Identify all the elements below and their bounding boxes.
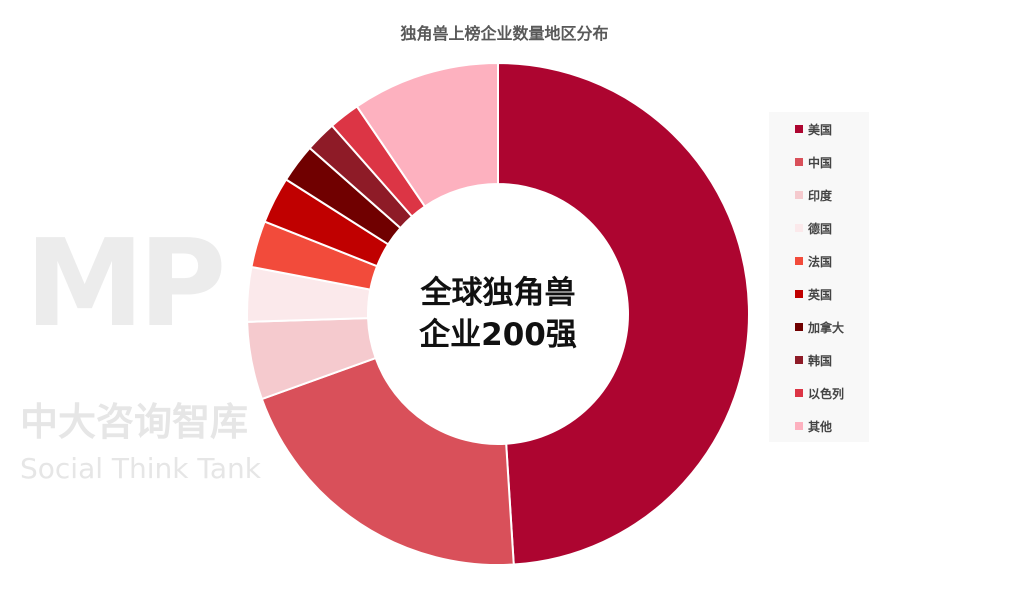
legend-item: 德国 <box>795 220 832 236</box>
slice-0 <box>497 61 751 566</box>
legend-swatch <box>795 125 803 133</box>
legend-swatch <box>795 290 803 298</box>
legend-label: 法国 <box>808 254 833 269</box>
legend-label: 德国 <box>808 221 833 236</box>
legend-label: 加拿大 <box>808 320 845 335</box>
legend-label: 英国 <box>808 287 833 302</box>
center-label-line1: 全球独角兽 <box>420 275 576 311</box>
legend-swatch <box>795 389 803 397</box>
legend-item: 加拿大 <box>795 319 844 335</box>
legend-item: 以色列 <box>795 385 844 401</box>
legend-swatch <box>795 257 803 265</box>
legend-swatch <box>795 422 803 430</box>
legend-label: 韩国 <box>808 353 833 368</box>
watermark-logo: MP <box>25 215 226 354</box>
legend-swatch <box>795 323 803 331</box>
legend-item: 韩国 <box>795 352 832 368</box>
legend-item: 其他 <box>795 418 832 434</box>
legend-label: 其他 <box>808 419 833 434</box>
center-label-line2: 企业200强 <box>419 317 577 353</box>
legend-label: 印度 <box>808 188 833 203</box>
legend-item: 美国 <box>795 121 832 137</box>
legend: 美国中国印度德国法国英国加拿大韩国以色列其他 <box>769 112 869 442</box>
legend-item: 法国 <box>795 253 832 269</box>
center-label: 全球独角兽 企业200强 <box>398 272 598 356</box>
legend-swatch <box>795 158 803 166</box>
slice-9 <box>355 61 499 208</box>
legend-label: 以色列 <box>808 386 845 401</box>
chart-title: 独角兽上榜企业数量地区分布 <box>400 24 609 43</box>
legend-label: 中国 <box>808 155 833 170</box>
legend-label: 美国 <box>808 122 833 137</box>
legend-item: 中国 <box>795 154 832 170</box>
watermark-cn: 中大咨询智库 <box>20 400 249 444</box>
legend-swatch <box>795 356 803 364</box>
legend-item: 英国 <box>795 286 832 302</box>
legend-item: 印度 <box>795 187 832 203</box>
legend-swatch <box>795 224 803 232</box>
watermark-en: Social Think Tank <box>20 452 261 485</box>
legend-swatch <box>795 191 803 199</box>
slice-1 <box>260 356 515 566</box>
